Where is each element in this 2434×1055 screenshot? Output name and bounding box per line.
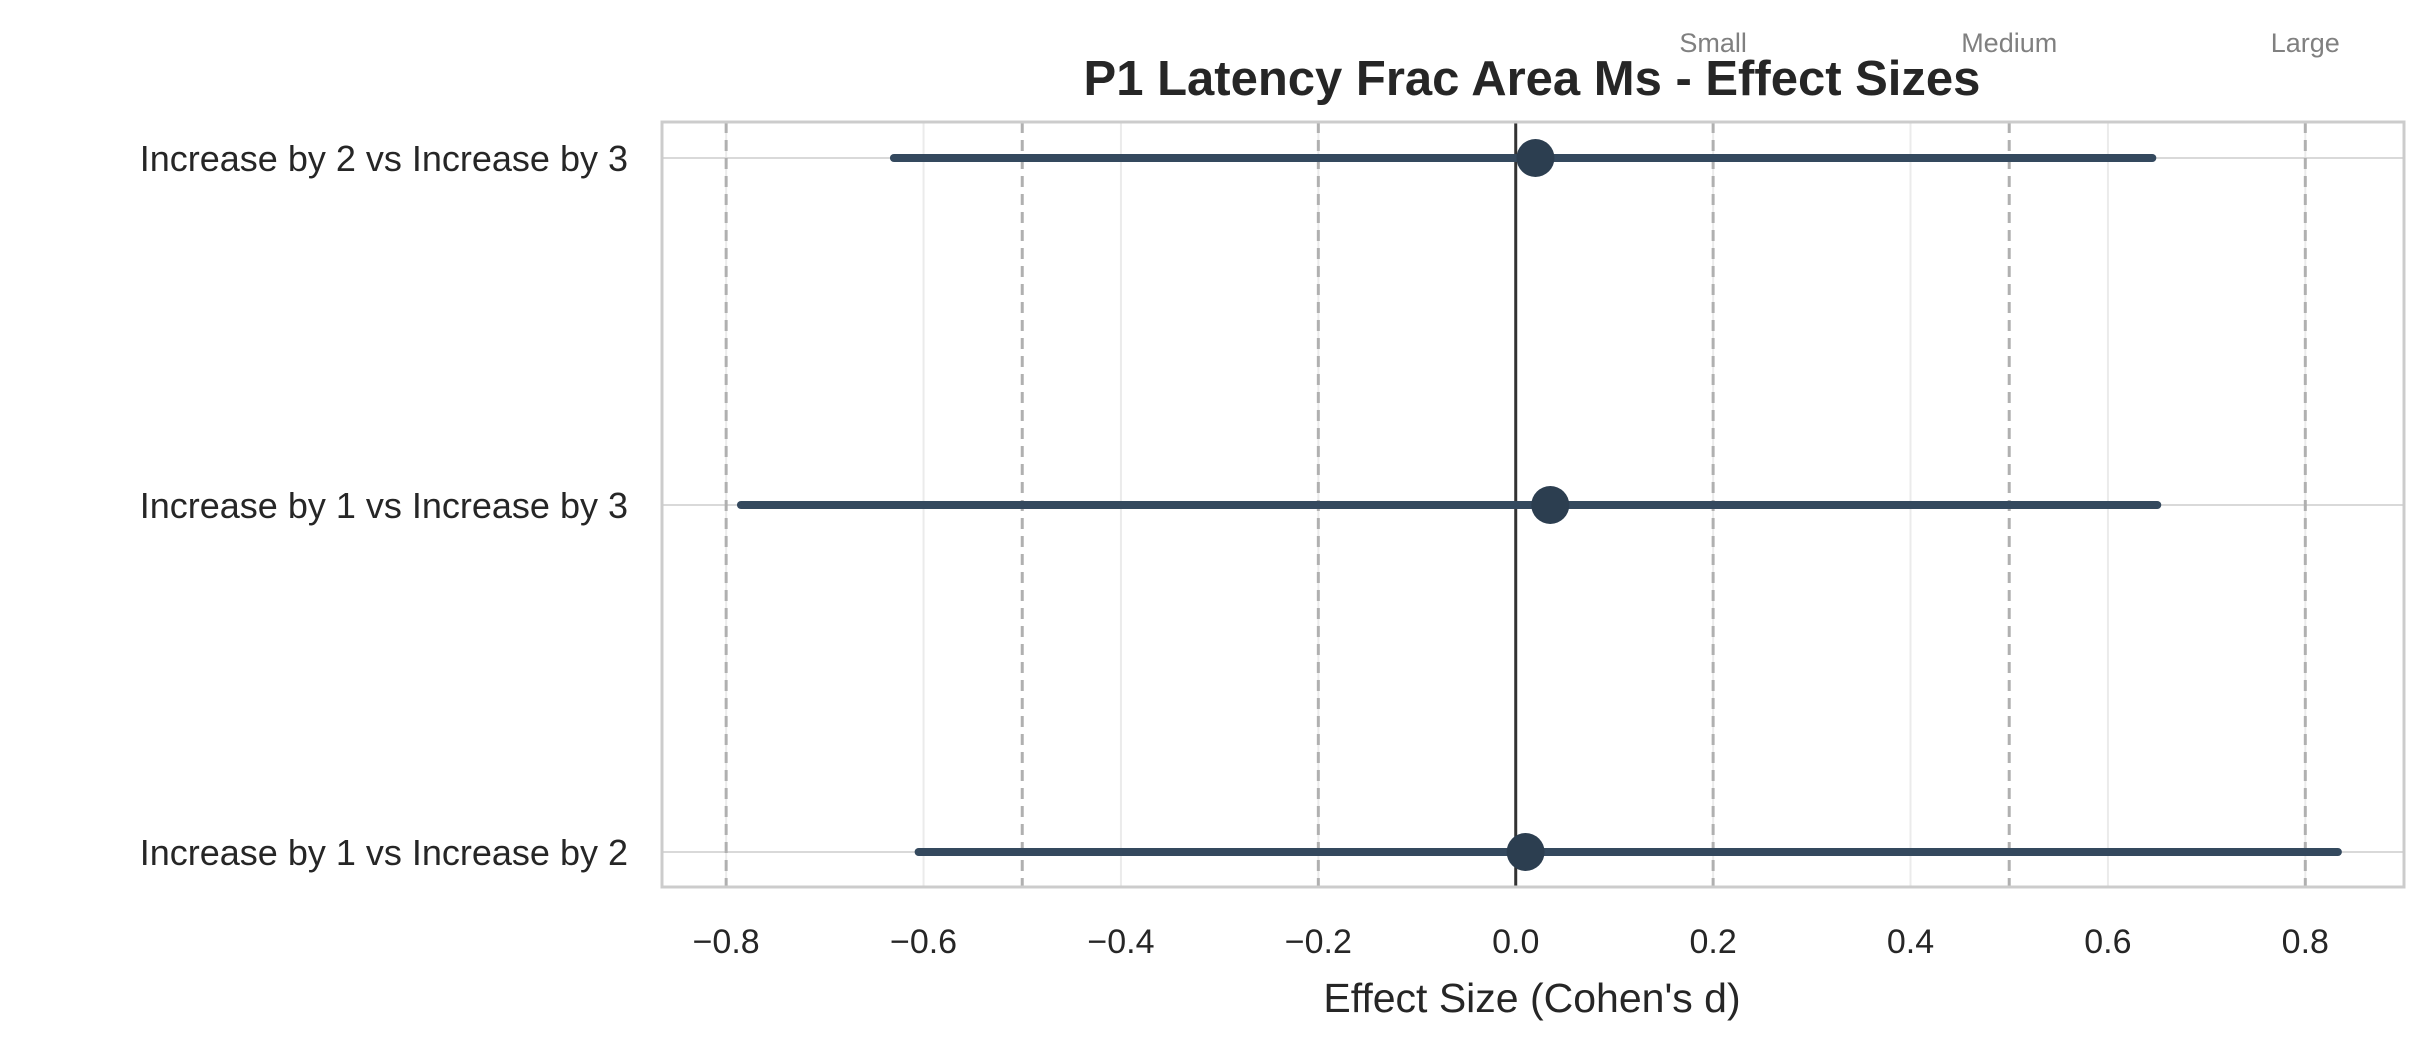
x-tick-label: 0.2 bbox=[1689, 923, 1736, 961]
x-tick-label: −0.6 bbox=[890, 923, 957, 961]
plot-frame bbox=[660, 120, 2406, 889]
reference-label: Small bbox=[1679, 28, 1747, 58]
category-label: Increase by 1 vs Increase by 3 bbox=[140, 485, 628, 526]
x-tick-label: −0.2 bbox=[1285, 923, 1352, 961]
reference-label: Medium bbox=[1961, 28, 2057, 58]
reference-label: Large bbox=[2271, 28, 2340, 58]
effect-point bbox=[1506, 833, 1545, 871]
category-label: Increase by 2 vs Increase by 3 bbox=[140, 138, 628, 179]
x-tick-label: −0.4 bbox=[1087, 923, 1154, 961]
x-tick-label: 0.4 bbox=[1887, 923, 1934, 961]
x-tick-label: 0.8 bbox=[2282, 923, 2329, 961]
x-tick-label: −0.8 bbox=[693, 923, 760, 961]
chart-title: P1 Latency Frac Area Ms - Effect Sizes bbox=[1084, 52, 1981, 106]
data-layer bbox=[736, 139, 2342, 871]
effect-point bbox=[1516, 139, 1555, 177]
reference-labels: Small Medium Large bbox=[1679, 28, 2339, 58]
x-axis-label: Effect Size (Cohen's d) bbox=[1323, 975, 1740, 1021]
effect-point bbox=[1531, 486, 1570, 524]
y-category-labels: Increase by 2 vs Increase by 3 Increase b… bbox=[140, 138, 628, 873]
x-tick-labels: −0.8 −0.6 −0.4 −0.2 0.0 0.2 0.4 0.6 0.8 bbox=[693, 923, 2329, 961]
x-tick-label: 0.6 bbox=[2084, 923, 2131, 961]
category-label: Increase by 1 vs Increase by 2 bbox=[140, 832, 628, 873]
x-tick-label: 0.0 bbox=[1492, 923, 1539, 961]
